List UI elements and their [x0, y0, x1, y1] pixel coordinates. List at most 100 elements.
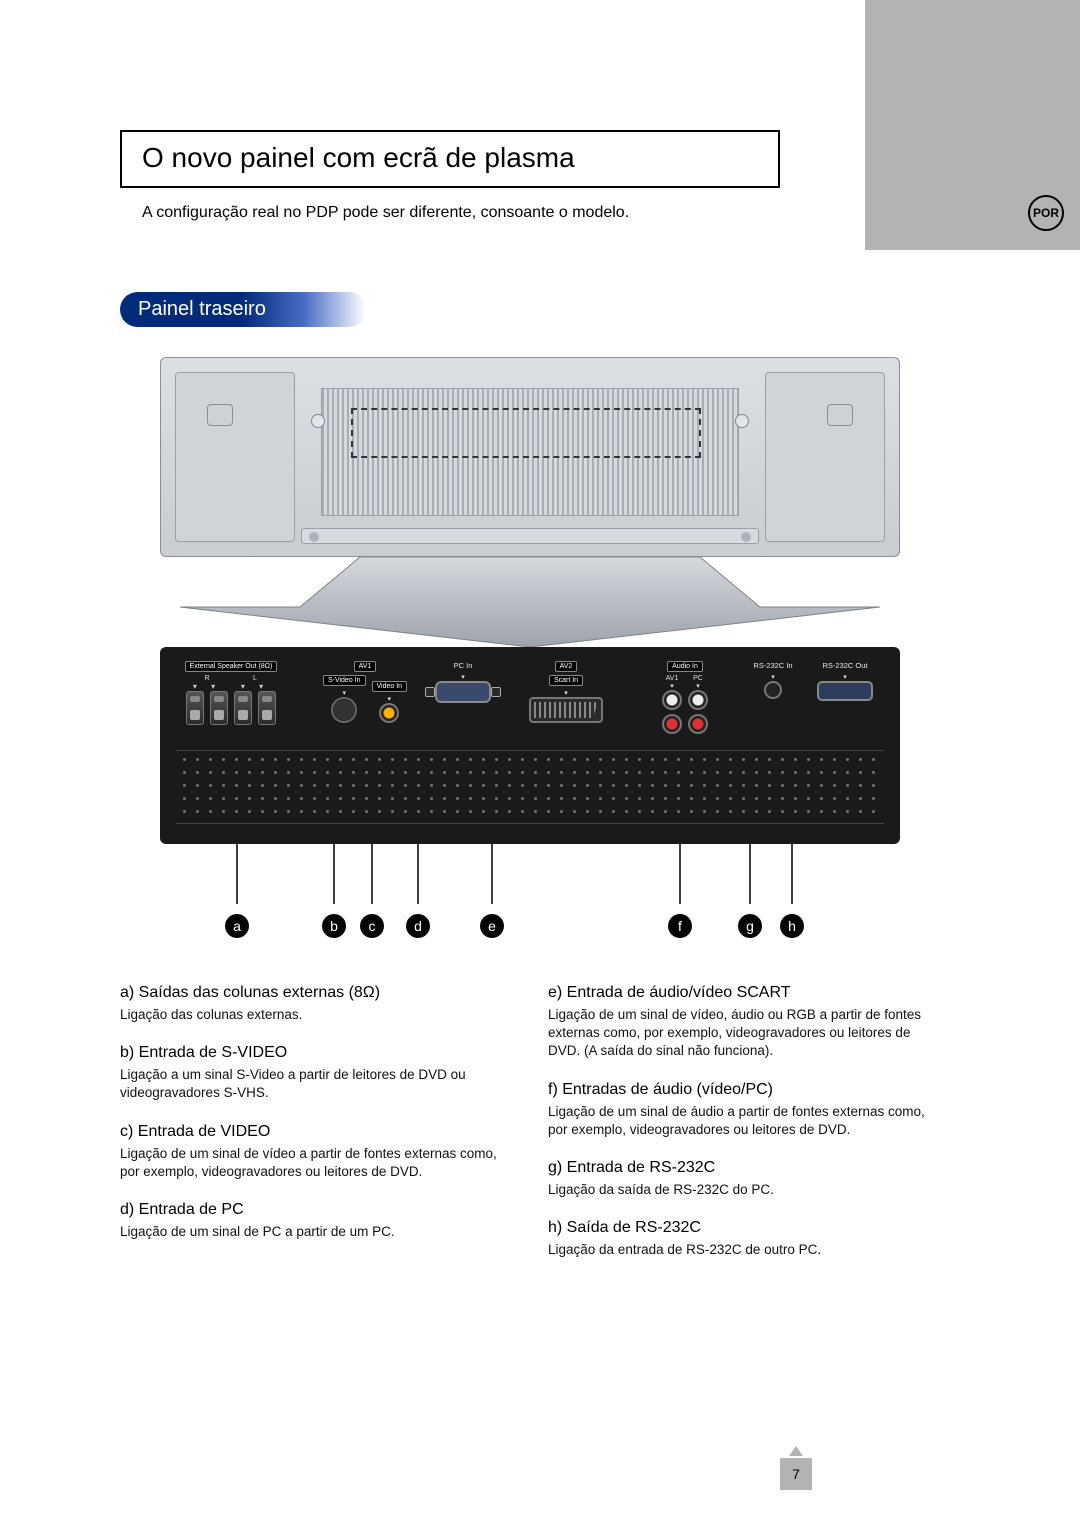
device-rear-overview	[160, 357, 900, 557]
desc-body: Ligação da saída de RS-232C do PC.	[548, 1181, 940, 1199]
mount-badge-left-icon	[207, 404, 233, 426]
port-group-av1: AV1 S-Video In ▾ Video In ▾	[320, 661, 410, 723]
speaker-left-icon	[175, 372, 295, 542]
speaker-right-icon	[765, 372, 885, 542]
port-group-audio: Audio In AV1 ▾ PC ▾	[640, 661, 730, 734]
scart-port-icon	[529, 697, 603, 723]
desc-item-g: g) Entrada de RS-232C Ligação da saída d…	[548, 1159, 940, 1199]
arrow-down-icon: ▾	[461, 673, 465, 681]
rca-audio-r-icon	[662, 714, 682, 734]
port-group-rs232-in: RS-232C In ▾	[744, 661, 802, 699]
bubble-g: g	[738, 914, 762, 938]
descriptions: a) Saídas das colunas externas (8Ω) Liga…	[120, 984, 940, 1280]
label-ext-speaker: External Speaker Out (8Ω)	[185, 661, 278, 672]
serial-port-icon	[817, 681, 873, 701]
rca-video-port-icon	[379, 703, 399, 723]
bubble-e: e	[480, 914, 504, 938]
desc-body: Ligação de um sinal de vídeo a partir de…	[120, 1145, 512, 1181]
rca-audio-l-icon	[662, 690, 682, 710]
arrow-down-icon: ▾	[843, 673, 847, 681]
label-scart-in: Scart In	[549, 675, 583, 686]
desc-item-c: c) Entrada de VIDEO Ligação de um sinal …	[120, 1123, 512, 1181]
desc-title: a) Saídas das colunas externas (8Ω)	[120, 984, 512, 1002]
desc-title: d) Entrada de PC	[120, 1201, 512, 1219]
desc-item-f: f) Entradas de áudio (vídeo/PC) Ligação …	[548, 1081, 940, 1139]
desc-title: c) Entrada de VIDEO	[120, 1123, 512, 1141]
desc-title: g) Entrada de RS-232C	[548, 1159, 940, 1177]
desc-body: Ligação das colunas externas.	[120, 1006, 512, 1024]
bubble-c: c	[360, 914, 384, 938]
label-svideo-in: S-Video In	[323, 675, 366, 686]
bubble-b: b	[322, 914, 346, 938]
bubble-a: a	[225, 914, 249, 938]
label-audio-av1: AV1	[666, 675, 679, 682]
note-text: A configuração real no PDP pode ser dife…	[120, 204, 940, 222]
desc-item-d: d) Entrada de PC Ligação de um sinal de …	[120, 1201, 512, 1241]
descriptions-left: a) Saídas das colunas externas (8Ω) Liga…	[120, 984, 512, 1280]
screw-left-icon	[311, 414, 325, 428]
label-audio-in: Audio In	[667, 661, 703, 672]
arrow-down-icon: ▾	[388, 695, 392, 703]
rca-audio-r-icon	[688, 714, 708, 734]
title-box: O novo painel com ecrã de plasma	[120, 130, 780, 188]
desc-item-b: b) Entrada de S-VIDEO Ligação a um sinal…	[120, 1044, 512, 1102]
label-rs232-in: RS-232C In	[753, 661, 792, 670]
bubble-h: h	[780, 914, 804, 938]
arrow-down-icon: ▾	[342, 689, 346, 697]
bubble-d: d	[406, 914, 430, 938]
rca-audio-l-icon	[688, 690, 708, 710]
descriptions-right: e) Entrada de áudio/vídeo SCART Ligação …	[548, 984, 940, 1280]
label-pc-in: PC In	[454, 661, 473, 670]
arrow-down-icon: ▾ ▾	[241, 682, 269, 691]
bubble-f: f	[668, 914, 692, 938]
label-audio-pc: PC	[693, 675, 703, 682]
vent-dot-grid-icon	[176, 750, 884, 824]
desc-title: b) Entrada de S-VIDEO	[120, 1044, 512, 1062]
language-badge: POR	[1028, 195, 1064, 231]
desc-body: Ligação de um sinal de PC a partir de um…	[120, 1223, 512, 1241]
desc-item-e: e) Entrada de áudio/vídeo SCART Ligação …	[548, 984, 940, 1061]
desc-body: Ligação a um sinal S-Video a partir de l…	[120, 1066, 512, 1102]
label-av2: AV2	[555, 661, 578, 672]
svideo-port-icon	[331, 697, 357, 723]
rs232-round-port-icon	[764, 681, 782, 699]
page-number: 7	[780, 1458, 812, 1490]
desc-item-h: h) Saída de RS-232C Ligação da entrada d…	[548, 1219, 940, 1259]
foot-bar-icon	[301, 528, 759, 544]
page-content: O novo painel com ecrã de plasma A confi…	[120, 130, 940, 1280]
page-title: O novo painel com ecrã de plasma	[142, 142, 758, 174]
foot-dot-left-icon	[309, 532, 319, 542]
desc-title: e) Entrada de áudio/vídeo SCART	[548, 984, 940, 1002]
label-rs232-out: RS-232C Out	[822, 661, 867, 670]
foot-dot-right-icon	[741, 532, 751, 542]
desc-body: Ligação de um sinal de áudio a partir de…	[548, 1103, 940, 1139]
port-group-pc: PC In ▾	[420, 661, 506, 703]
arrow-down-icon: ▾	[696, 682, 700, 690]
label-speaker-l: L	[253, 675, 257, 682]
arrow-down-icon: ▾	[564, 689, 568, 697]
speaker-terminal-icon	[210, 691, 228, 725]
screw-right-icon	[735, 414, 749, 428]
speaker-terminal-icon	[186, 691, 204, 725]
desc-item-a: a) Saídas das colunas externas (8Ω) Liga…	[120, 984, 512, 1024]
zoom-arrow-icon	[160, 557, 900, 647]
mount-badge-right-icon	[827, 404, 853, 426]
desc-title: f) Entradas de áudio (vídeo/PC)	[548, 1081, 940, 1099]
rear-io-panel: External Speaker Out (8Ω) R ▾ ▾ L	[160, 647, 900, 844]
vga-port-icon	[435, 681, 491, 703]
callout-rectangle	[351, 408, 701, 458]
section-heading: Painel traseiro	[120, 292, 366, 327]
leader-lines	[160, 844, 900, 914]
port-group-speakers: External Speaker Out (8Ω) R ▾ ▾ L	[176, 661, 286, 725]
desc-body: Ligação de um sinal de vídeo, áudio ou R…	[548, 1006, 940, 1061]
port-group-rs232-out: RS-232C Out ▾	[806, 661, 884, 701]
arrow-down-icon: ▾	[771, 673, 775, 681]
bubble-row: a b c d e f g h	[160, 914, 900, 944]
desc-title: h) Saída de RS-232C	[548, 1219, 940, 1237]
diagram-area: External Speaker Out (8Ω) R ▾ ▾ L	[120, 357, 940, 944]
arrow-down-icon: ▾	[670, 682, 674, 690]
arrow-down-icon: ▾ ▾	[193, 682, 221, 691]
port-group-scart: AV2 Scart In ▾	[516, 661, 616, 723]
label-av1: AV1	[354, 661, 377, 672]
speaker-terminal-icon	[234, 691, 252, 725]
